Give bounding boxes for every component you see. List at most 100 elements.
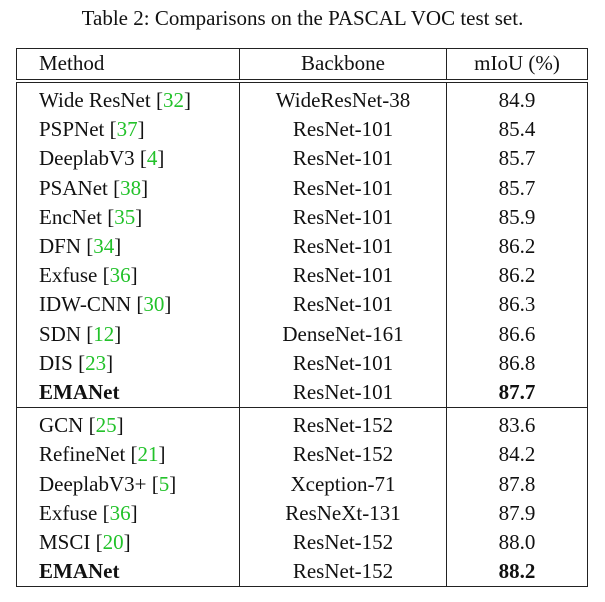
method-cell: RefineNet [21] bbox=[16, 440, 240, 470]
method-name: Exfuse bbox=[39, 500, 98, 525]
column-header: Backbone bbox=[239, 48, 447, 83]
miou-cell: 85.7 bbox=[446, 144, 588, 174]
citation: [36] bbox=[102, 500, 138, 525]
backbone-cell: DenseNet-161 bbox=[239, 319, 447, 349]
method-cell: DeeplabV3 [4] bbox=[16, 144, 240, 174]
method-cell: EMANet bbox=[16, 557, 240, 588]
citation: [23] bbox=[78, 350, 114, 375]
citation: [12] bbox=[86, 321, 122, 346]
backbone-cell: ResNet-101 bbox=[239, 348, 447, 379]
citation: [4] bbox=[139, 146, 165, 171]
table-row: DeeplabV3 [4] ResNet-101 85.7 bbox=[16, 144, 588, 174]
citation: [38] bbox=[113, 175, 149, 200]
table-row: RefineNet [21] ResNet-152 84.2 bbox=[16, 440, 588, 470]
backbone-cell: ResNet-152 bbox=[239, 440, 447, 470]
miou-cell: 84.9 bbox=[446, 81, 588, 116]
backbone-cell: ResNet-101 bbox=[239, 261, 447, 291]
citation: [34] bbox=[86, 234, 122, 259]
citation: [32] bbox=[155, 88, 191, 112]
table-row: EncNet [35] ResNet-101 85.9 bbox=[16, 202, 588, 233]
method-cell: DFN [34] bbox=[16, 232, 240, 262]
method-cell: EMANet bbox=[16, 378, 240, 409]
method-name: DeeplabV3 bbox=[39, 146, 135, 171]
method-name: Exfuse bbox=[39, 263, 98, 288]
backbone-cell: Xception-71 bbox=[239, 469, 447, 499]
table-row: GCN [25] ResNet-152 83.6 bbox=[16, 407, 588, 441]
method-cell: SDN [12] bbox=[16, 319, 240, 349]
citation: [36] bbox=[102, 263, 138, 288]
miou-cell: 84.2 bbox=[446, 440, 588, 470]
method-cell: Exfuse [36] bbox=[16, 498, 240, 529]
method-name: PSANet bbox=[39, 175, 108, 200]
miou-cell: 88.0 bbox=[446, 528, 588, 558]
citation: [20] bbox=[95, 530, 131, 555]
citation: [30] bbox=[136, 292, 172, 317]
miou-cell: 86.3 bbox=[446, 290, 588, 320]
citation: [35] bbox=[107, 204, 143, 229]
table-row: DeeplabV3+ [5] Xception-71 87.8 bbox=[16, 469, 588, 499]
method-name: PSPNet bbox=[39, 117, 105, 142]
citation: [37] bbox=[109, 117, 145, 142]
backbone-cell: WideResNet-38 bbox=[239, 81, 447, 116]
method-cell: PSANet [38] bbox=[16, 173, 240, 203]
table-row: EMANet ResNet-101 87.7 bbox=[16, 378, 588, 409]
miou-cell: 85.7 bbox=[446, 173, 588, 203]
backbone-cell: ResNet-101 bbox=[239, 173, 447, 203]
header-row: Method Backbone mIoU (%) bbox=[16, 48, 588, 83]
method-name: EncNet bbox=[39, 204, 102, 229]
method-name: DFN bbox=[39, 234, 82, 259]
table-row: IDW-CNN [30] ResNet-101 86.3 bbox=[16, 290, 588, 320]
miou-cell: 86.2 bbox=[446, 232, 588, 262]
miou-cell: 86.2 bbox=[446, 261, 588, 291]
miou-cell: 87.8 bbox=[446, 469, 588, 499]
table-row: EMANet ResNet-152 88.2 bbox=[16, 557, 588, 588]
column-header: mIoU (%) bbox=[446, 48, 588, 83]
method-cell: Exfuse [36] bbox=[16, 261, 240, 291]
method-cell: Wide ResNet [32] bbox=[16, 81, 240, 116]
miou-cell: 86.6 bbox=[446, 319, 588, 349]
method-name: Wide ResNet bbox=[39, 88, 151, 112]
miou-cell: 87.9 bbox=[446, 498, 588, 529]
method-cell: PSPNet [37] bbox=[16, 115, 240, 145]
column-header: Method bbox=[16, 48, 240, 83]
backbone-cell: ResNet-152 bbox=[239, 557, 447, 588]
backbone-cell: ResNet-101 bbox=[239, 144, 447, 174]
method-cell: DeeplabV3+ [5] bbox=[16, 469, 240, 499]
backbone-cell: ResNet-101 bbox=[239, 115, 447, 145]
method-name: RefineNet bbox=[39, 442, 126, 467]
method-name: GCN bbox=[39, 413, 84, 438]
table-row: Exfuse [36] ResNeXt-131 87.9 bbox=[16, 498, 588, 529]
table-row: MSCI [20] ResNet-152 88.0 bbox=[16, 528, 588, 558]
method-cell: IDW-CNN [30] bbox=[16, 290, 240, 320]
table-row: PSANet [38] ResNet-101 85.7 bbox=[16, 173, 588, 203]
table-body: Wide ResNet [32] WideResNet-38 84.9 PSPNet … bbox=[16, 81, 588, 588]
miou-cell: 88.2 bbox=[446, 557, 588, 588]
backbone-cell: ResNet-101 bbox=[239, 202, 447, 233]
backbone-cell: ResNet-101 bbox=[239, 290, 447, 320]
backbone-cell: ResNet-101 bbox=[239, 232, 447, 262]
method-name: DeeplabV3+ bbox=[39, 471, 147, 496]
method-name: EMANet bbox=[39, 380, 120, 405]
miou-cell: 85.4 bbox=[446, 115, 588, 145]
method-name: EMANet bbox=[39, 559, 120, 584]
table-row: DFN [34] ResNet-101 86.2 bbox=[16, 232, 588, 262]
table-caption: Table 2: Comparisons on the PASCAL VOC t… bbox=[81, 6, 524, 30]
method-name: SDN bbox=[39, 321, 82, 346]
method-cell: MSCI [20] bbox=[16, 528, 240, 558]
method-cell: DIS [23] bbox=[16, 348, 240, 379]
miou-cell: 85.9 bbox=[446, 202, 588, 233]
miou-cell: 86.8 bbox=[446, 348, 588, 379]
table-row: Wide ResNet [32] WideResNet-38 84.9 bbox=[16, 81, 588, 116]
method-cell: GCN [25] bbox=[16, 407, 240, 441]
method-name: DIS bbox=[39, 350, 73, 375]
method-cell: EncNet [35] bbox=[16, 202, 240, 233]
citation: [21] bbox=[130, 442, 166, 467]
backbone-cell: ResNet-152 bbox=[239, 528, 447, 558]
table-row: PSPNet [37] ResNet-101 85.4 bbox=[16, 115, 588, 145]
backbone-cell: ResNet-152 bbox=[239, 407, 447, 441]
table-row: DIS [23] ResNet-101 86.8 bbox=[16, 348, 588, 379]
miou-cell: 83.6 bbox=[446, 407, 588, 441]
backbone-cell: ResNet-101 bbox=[239, 378, 447, 409]
table-row: Exfuse [36] ResNet-101 86.2 bbox=[16, 261, 588, 291]
